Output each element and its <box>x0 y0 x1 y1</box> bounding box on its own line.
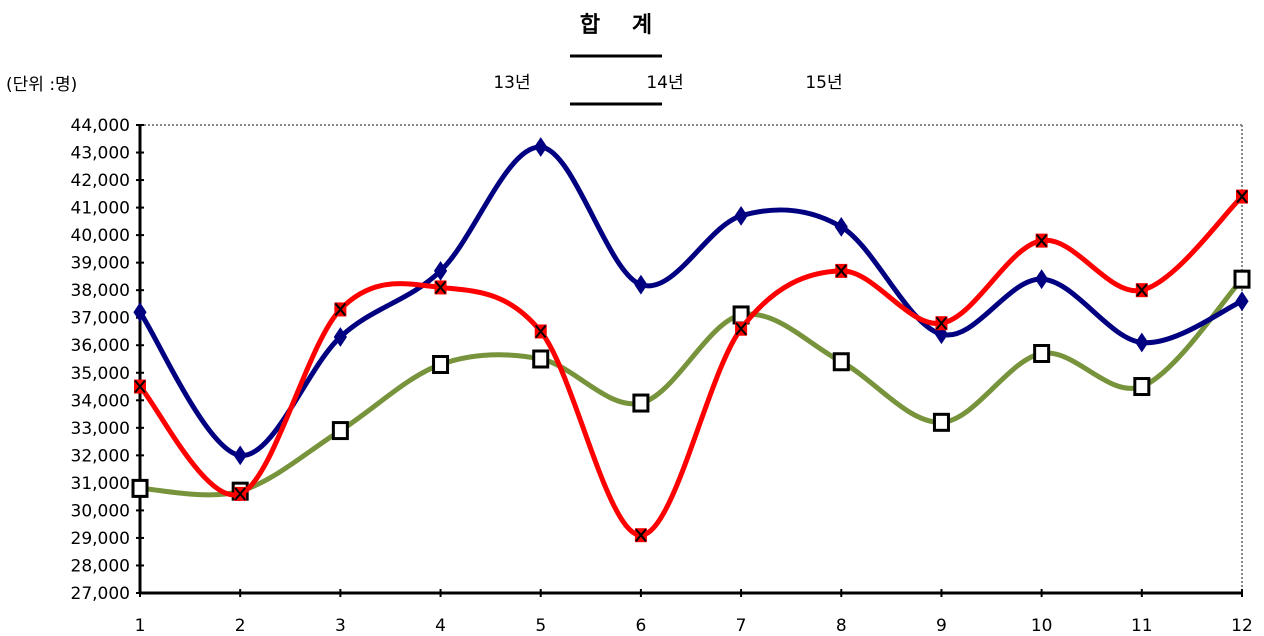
data-point <box>1133 377 1151 397</box>
y-tick-label: 38,000 <box>71 281 130 301</box>
data-point <box>1035 269 1049 290</box>
x-tick-label: 10 <box>1031 616 1053 636</box>
data-point-cross-b <box>534 324 547 339</box>
data-point-cross-b <box>434 280 447 295</box>
data-point <box>1135 332 1149 353</box>
data-point <box>834 216 848 237</box>
data-point <box>234 486 247 501</box>
x-axis: 1 2 3 4 5 6 7 8 9 10 11 12 <box>135 589 1253 636</box>
legend-item-1: 13년 <box>493 73 530 93</box>
y-tick-label: 31,000 <box>71 474 130 494</box>
data-point-cross-b <box>735 322 747 336</box>
x-tick-label: 5 <box>535 616 546 636</box>
data-point <box>534 137 548 157</box>
data-point <box>334 302 347 317</box>
y-tick-label: 30,000 <box>71 501 130 521</box>
y-tick-label: 43,000 <box>71 144 130 164</box>
data-point <box>1033 343 1051 363</box>
series-1 <box>131 269 1251 501</box>
data-point <box>233 445 247 466</box>
y-tick-label: 33,000 <box>71 419 130 439</box>
x-tick-label: 11 <box>1131 616 1153 636</box>
y-tick-label: 37,000 <box>71 309 130 329</box>
legend-label: 14년 <box>646 73 683 93</box>
y-axis: 27,000 28,000 29,000 30,000 31,000 32,000 33,0… <box>71 116 144 604</box>
x-tick-label: 7 <box>736 616 747 636</box>
legend-item-3: 15년 <box>805 73 842 93</box>
data-point <box>432 355 450 375</box>
x-tick-label: 9 <box>936 616 947 636</box>
data-point <box>932 412 950 432</box>
x-tick-label: 8 <box>836 616 847 636</box>
data-point <box>1235 291 1249 312</box>
data-point <box>632 393 650 413</box>
data-point-cross-b <box>835 264 848 278</box>
y-tick-label: 39,000 <box>71 254 130 274</box>
data-point <box>1035 233 1048 248</box>
y-tick-label: 27,000 <box>71 584 130 604</box>
x-tick-label: 3 <box>335 616 346 636</box>
data-point <box>832 352 850 372</box>
series-layer <box>131 137 1251 543</box>
y-tick-label: 34,000 <box>71 391 130 411</box>
data-point-cross-b <box>635 528 647 542</box>
chart-title: 합 계 <box>580 12 664 38</box>
data-point <box>1233 269 1251 289</box>
y-tick-label: 32,000 <box>71 446 130 466</box>
data-point <box>133 302 147 323</box>
legend-label: 15년 <box>805 73 842 93</box>
data-point <box>134 379 146 394</box>
x-tick-label: 2 <box>235 616 246 636</box>
data-point <box>434 280 447 295</box>
data-point <box>1135 283 1148 298</box>
y-tick-label: 40,000 <box>71 226 130 246</box>
unit-label: (단위 :명) <box>6 75 77 95</box>
legend-label: 13년 <box>493 73 530 93</box>
y-tick-label: 42,000 <box>71 171 130 191</box>
data-point-cross-b <box>134 379 146 394</box>
y-tick-label: 35,000 <box>71 364 130 384</box>
y-tick-label: 29,000 <box>71 529 130 549</box>
data-point <box>1236 189 1248 204</box>
data-point <box>532 349 550 369</box>
data-point <box>935 316 948 331</box>
data-point-cross-b <box>1035 233 1048 248</box>
legend: 13년 14년 15년 <box>493 54 843 106</box>
data-point <box>634 528 647 543</box>
data-point <box>534 324 547 339</box>
data-point-cross-b <box>234 487 246 501</box>
data-point <box>331 421 349 441</box>
data-point <box>433 261 448 281</box>
legend-item-2: 14년 <box>646 73 683 93</box>
x-tick-label: 12 <box>1231 616 1253 636</box>
data-point <box>634 274 648 295</box>
y-tick-label: 28,000 <box>71 556 130 576</box>
data-point <box>735 321 748 336</box>
data-point <box>131 478 149 498</box>
x-tick-label: 1 <box>135 616 146 636</box>
data-point-cross-b <box>935 316 948 330</box>
x-tick-label: 4 <box>435 616 446 636</box>
x-tick-label: 6 <box>635 616 646 636</box>
y-tick-label: 44,000 <box>71 116 130 136</box>
data-point-cross-b <box>334 302 347 317</box>
data-point-cross-b <box>1236 189 1248 204</box>
series-3 <box>134 189 1248 543</box>
series-line <box>137 144 1245 458</box>
series-2 <box>133 137 1249 466</box>
data-point <box>333 327 347 347</box>
y-tick-label: 36,000 <box>71 336 130 356</box>
data-point-cross-b <box>1136 283 1148 297</box>
y-tick-label: 41,000 <box>71 199 130 219</box>
data-point <box>734 205 748 226</box>
data-point <box>835 263 848 278</box>
